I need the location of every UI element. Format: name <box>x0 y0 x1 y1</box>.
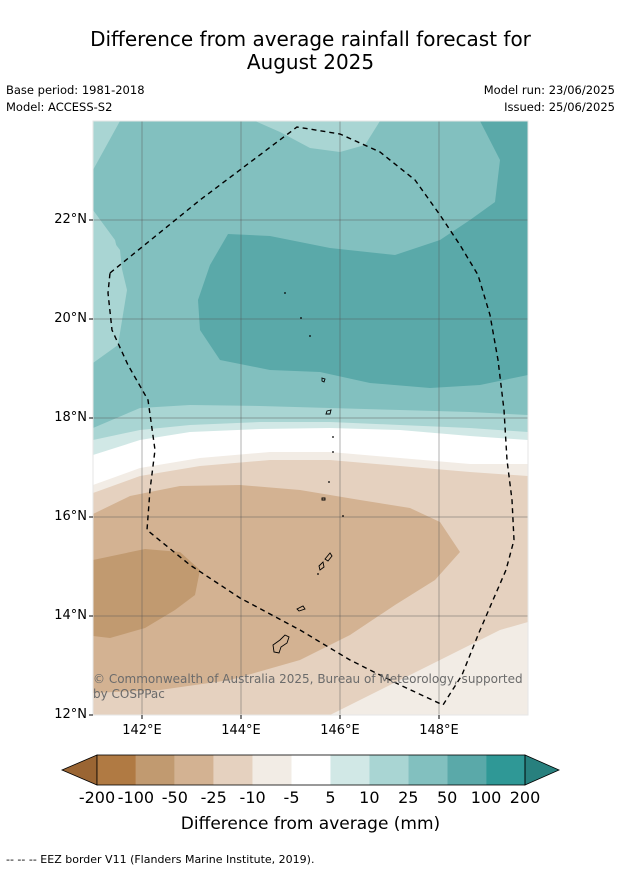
contour-dry-50 <box>93 549 200 638</box>
tick-marks <box>89 219 440 719</box>
colorbar-swatch <box>369 755 409 785</box>
colorbar <box>60 754 560 786</box>
lat-label: 16°N <box>54 509 87 524</box>
island-small-3 <box>321 377 326 383</box>
colorbar-over-arrow <box>524 754 560 786</box>
title-line-1: Difference from average rainfall forecas… <box>90 27 531 51</box>
meta-left: Base period: 1981-2018 Model: ACCESS-S2 <box>6 82 145 116</box>
colorbar-tick-label: 200 <box>509 788 541 807</box>
colorbar-swatch <box>447 755 487 785</box>
colorbar-tick-label: -25 <box>200 788 227 807</box>
island-outlines <box>272 377 333 654</box>
colorbar-tick-label: 10 <box>359 788 380 807</box>
issued-date: Issued: 25/06/2025 <box>504 100 615 114</box>
lon-label: 142°E <box>122 723 162 738</box>
eez-legend-footnote: -- -- -- EEZ border V11 (Flanders Marine… <box>6 853 315 866</box>
colorbar-frame <box>96 754 526 786</box>
lat-label: 22°N <box>54 212 87 227</box>
lat-label: 20°N <box>54 311 87 326</box>
lon-label: 148°E <box>419 723 459 738</box>
base-period: Base period: 1981-2018 <box>6 83 145 97</box>
lat-label: 12°N <box>54 707 87 722</box>
contour-dry-25 <box>93 485 460 693</box>
lon-label: 146°E <box>320 723 360 738</box>
colorbar-swatch <box>135 755 175 785</box>
colorbar-tick-label: -200 <box>78 788 116 807</box>
colorbar-swatch <box>252 755 292 785</box>
colorbar-swatch <box>330 755 370 785</box>
island-small-1 <box>321 497 326 501</box>
island-guam <box>272 634 290 654</box>
lat-label: 18°N <box>54 410 87 425</box>
colorbar-tick-label: -5 <box>283 788 300 807</box>
colorbar-title: Difference from average (mm) <box>180 814 441 834</box>
graticule <box>93 121 528 715</box>
lon-label: 144°E <box>221 723 261 738</box>
colorbar-under-arrow <box>60 754 98 786</box>
eez-border <box>107 126 515 706</box>
contour-layer <box>93 121 528 715</box>
colorbar-swatch <box>213 755 253 785</box>
model-name: Model: ACCESS-S2 <box>6 100 113 114</box>
island-rota <box>296 605 306 612</box>
colorbar-swatch <box>174 755 214 785</box>
contour-wet-50 <box>198 121 528 388</box>
colorbar-tick-label: 50 <box>436 788 458 807</box>
colorbar-tick-label: -10 <box>239 788 266 807</box>
colorbar-swatch <box>486 755 525 785</box>
colorbar-tick-label: 100 <box>470 788 502 807</box>
colorbar-tick-label: -100 <box>117 788 155 807</box>
contour-wet-10-patch-left <box>93 210 127 363</box>
title-line-2: August 2025 <box>246 50 375 74</box>
model-run: Model run: 23/06/2025 <box>483 83 615 97</box>
lat-label: 14°N <box>54 608 87 623</box>
colorbar-tick-label: 5 <box>325 788 336 807</box>
copyright-notice: © Commonwealth of Australia 2025, Bureau… <box>93 672 523 701</box>
colorbar-tick-label: 25 <box>398 788 419 807</box>
colorbar-swatch <box>291 755 331 785</box>
contour-wet-10-patch-top <box>255 121 380 152</box>
island-tinian <box>318 561 325 571</box>
colorbar-tick-label: -50 <box>161 788 188 807</box>
colorbar-swatch <box>408 755 448 785</box>
colorbar-swatch <box>97 755 136 785</box>
island-small-2 <box>325 409 332 415</box>
meta-right: Model run: 23/06/2025 Issued: 25/06/2025 <box>484 82 615 116</box>
map-title: Difference from average rainfall forecas… <box>0 28 621 74</box>
island-saipan <box>324 552 333 562</box>
islet-dots <box>284 292 344 575</box>
